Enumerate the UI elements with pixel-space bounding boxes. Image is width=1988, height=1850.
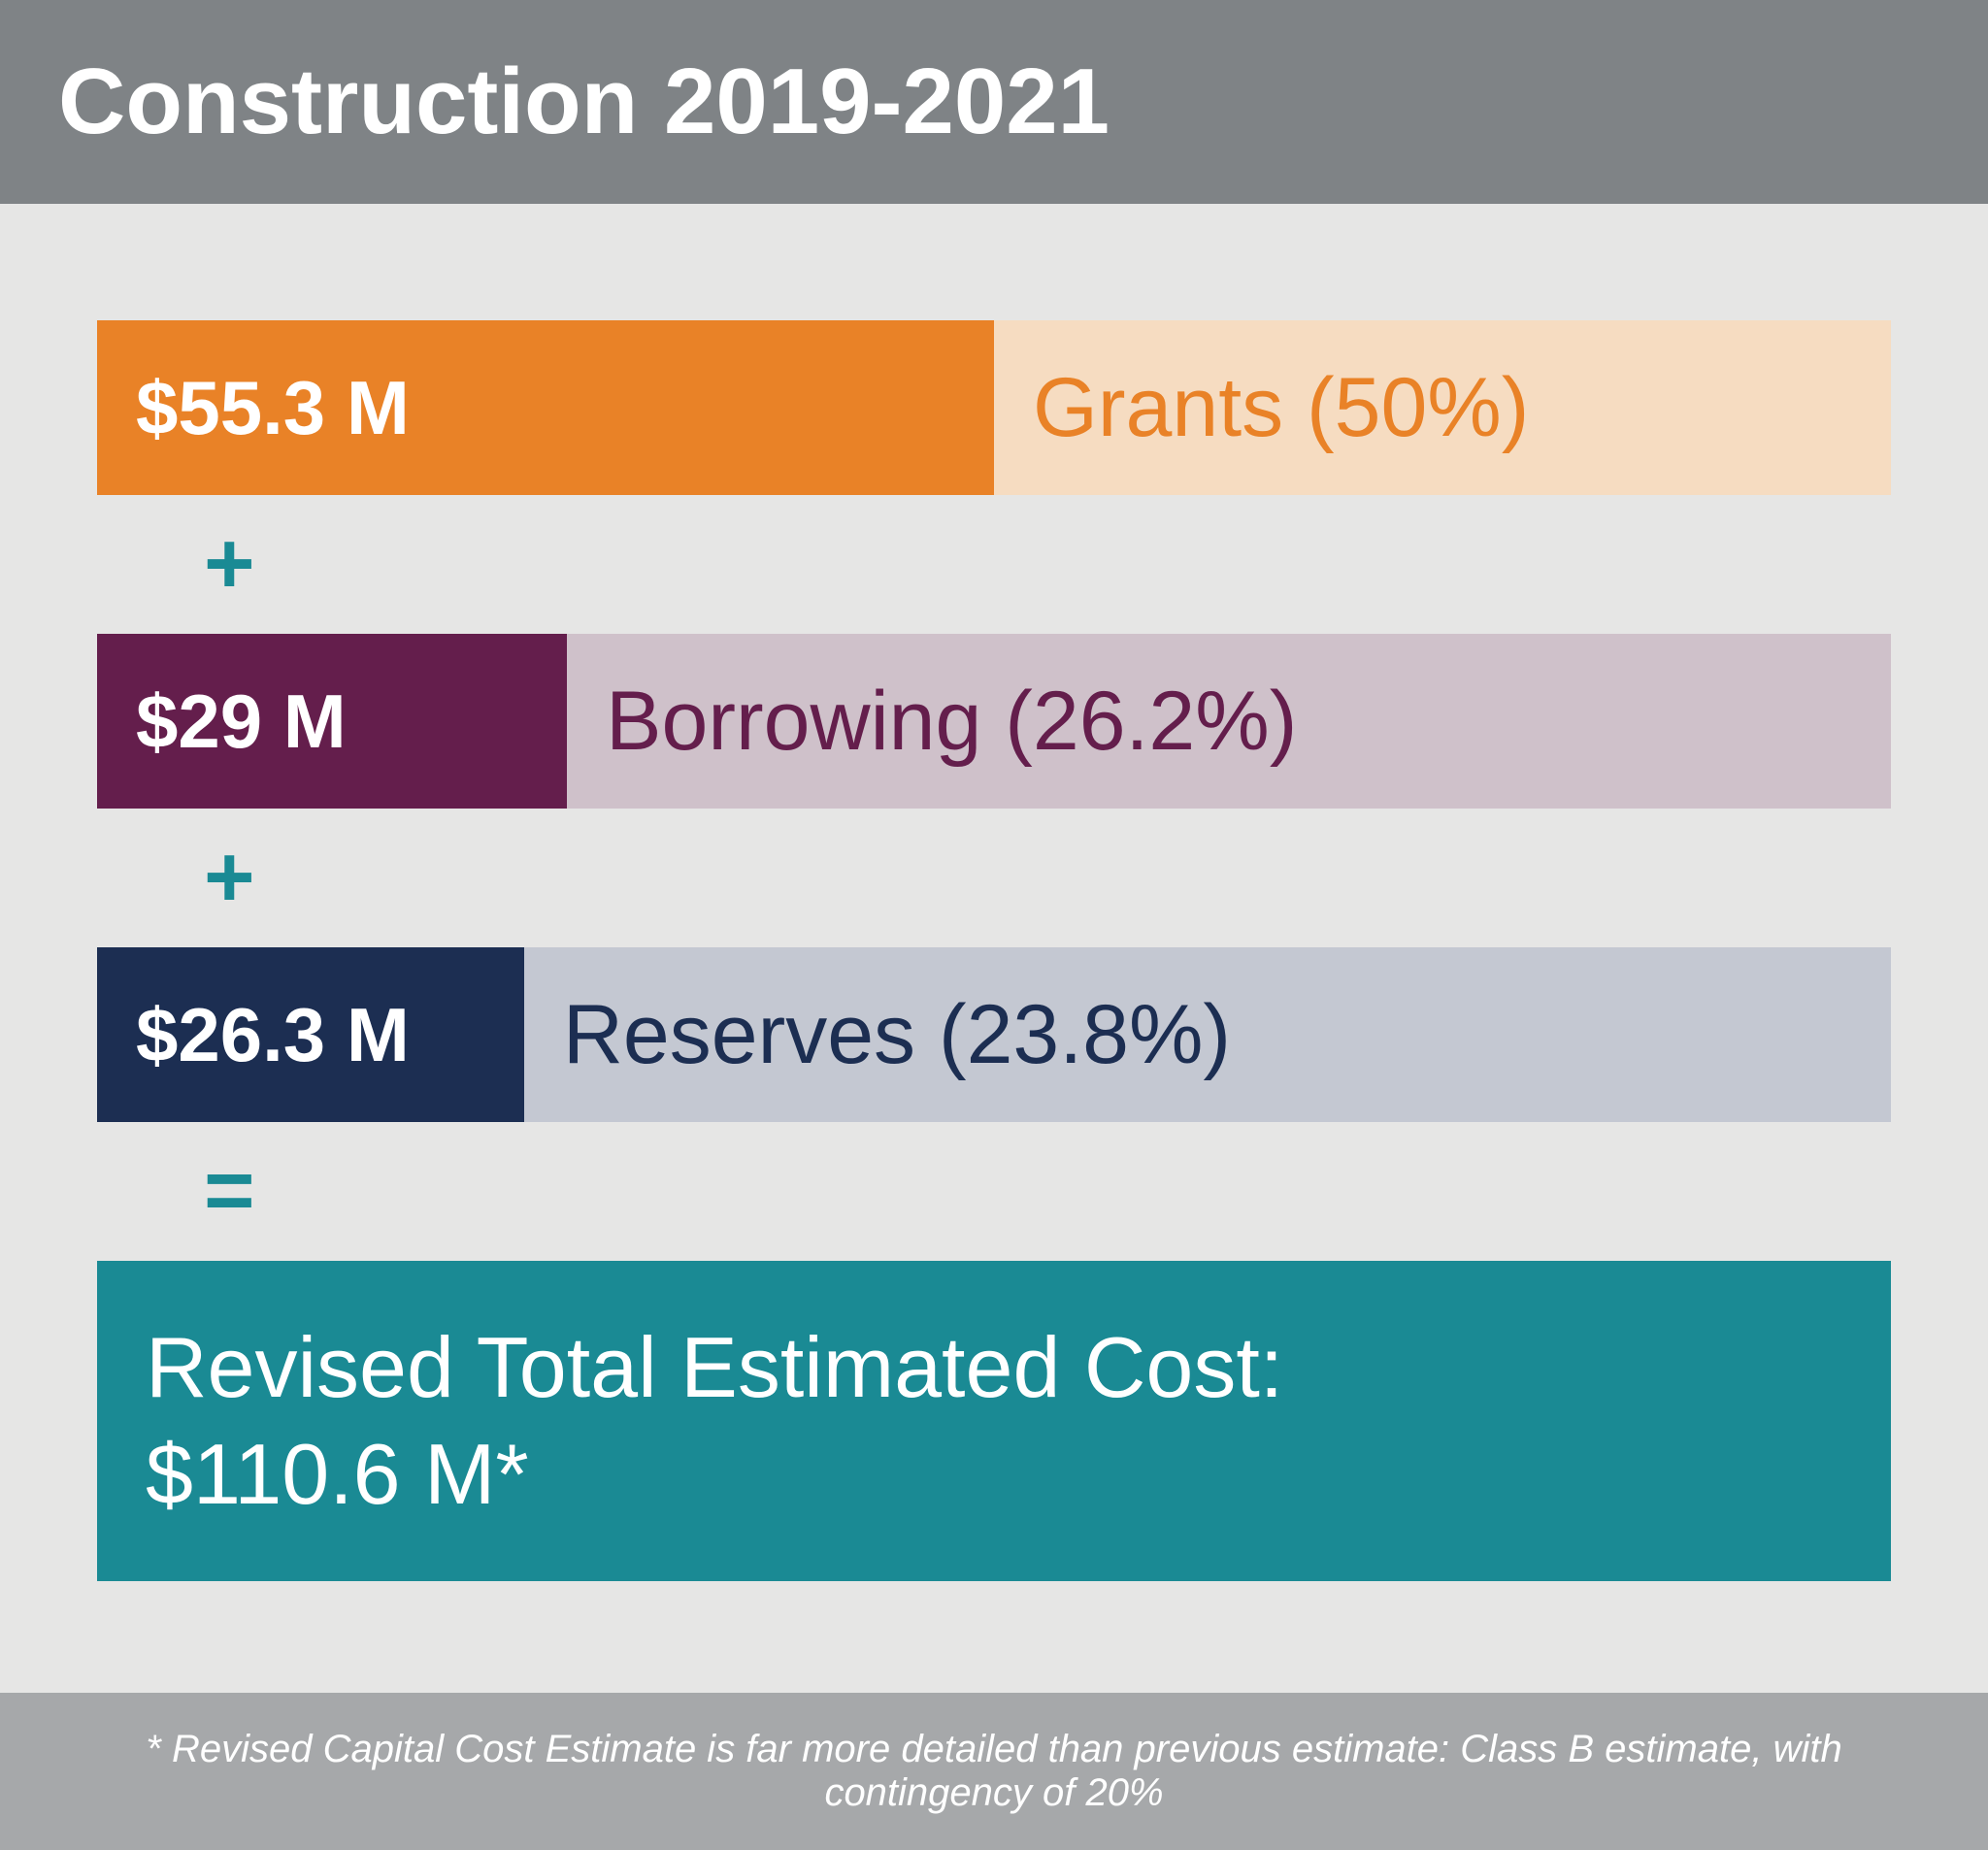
total-line2: $110.6 M*	[146, 1421, 1842, 1528]
bar-fill-grants: $55.3 M	[97, 320, 994, 495]
total-cost-box: Revised Total Estimated Cost: $110.6 M*	[97, 1261, 1891, 1581]
bar-value-grants: $55.3 M	[136, 364, 410, 452]
bar-fill-borrowing: $29 M	[97, 634, 567, 809]
bar-rest-grants: Grants (50%)	[994, 320, 1891, 495]
bar-label-borrowing: Borrowing (26.2%)	[606, 674, 1297, 770]
infographic-container: Construction 2019-2021 $55.3 M Grants (5…	[0, 0, 1988, 1850]
plus-operator-1: +	[97, 495, 1891, 634]
footnote-text: * Revised Capital Cost Estimate is far m…	[146, 1728, 1841, 1814]
content-body: $55.3 M Grants (50%) + $29 M Borrowing (…	[0, 204, 1988, 1693]
header-title: Construction 2019-2021	[58, 50, 1110, 153]
bar-rest-borrowing: Borrowing (26.2%)	[567, 634, 1891, 809]
funding-bar-borrowing: $29 M Borrowing (26.2%)	[97, 634, 1891, 809]
bar-fill-reserves: $26.3 M	[97, 947, 524, 1122]
funding-bar-reserves: $26.3 M Reserves (23.8%)	[97, 947, 1891, 1122]
funding-bar-grants: $55.3 M Grants (50%)	[97, 320, 1891, 495]
header-bar: Construction 2019-2021	[0, 0, 1988, 204]
bar-label-grants: Grants (50%)	[1033, 360, 1529, 456]
bar-rest-reserves: Reserves (23.8%)	[524, 947, 1891, 1122]
plus-operator-2: +	[97, 809, 1891, 947]
bar-value-borrowing: $29 M	[136, 677, 347, 766]
total-line1: Revised Total Estimated Cost:	[146, 1314, 1842, 1421]
footnote-bar: * Revised Capital Cost Estimate is far m…	[0, 1693, 1988, 1850]
equals-operator: =	[97, 1122, 1891, 1261]
bar-value-reserves: $26.3 M	[136, 991, 410, 1079]
bar-label-reserves: Reserves (23.8%)	[563, 987, 1231, 1083]
